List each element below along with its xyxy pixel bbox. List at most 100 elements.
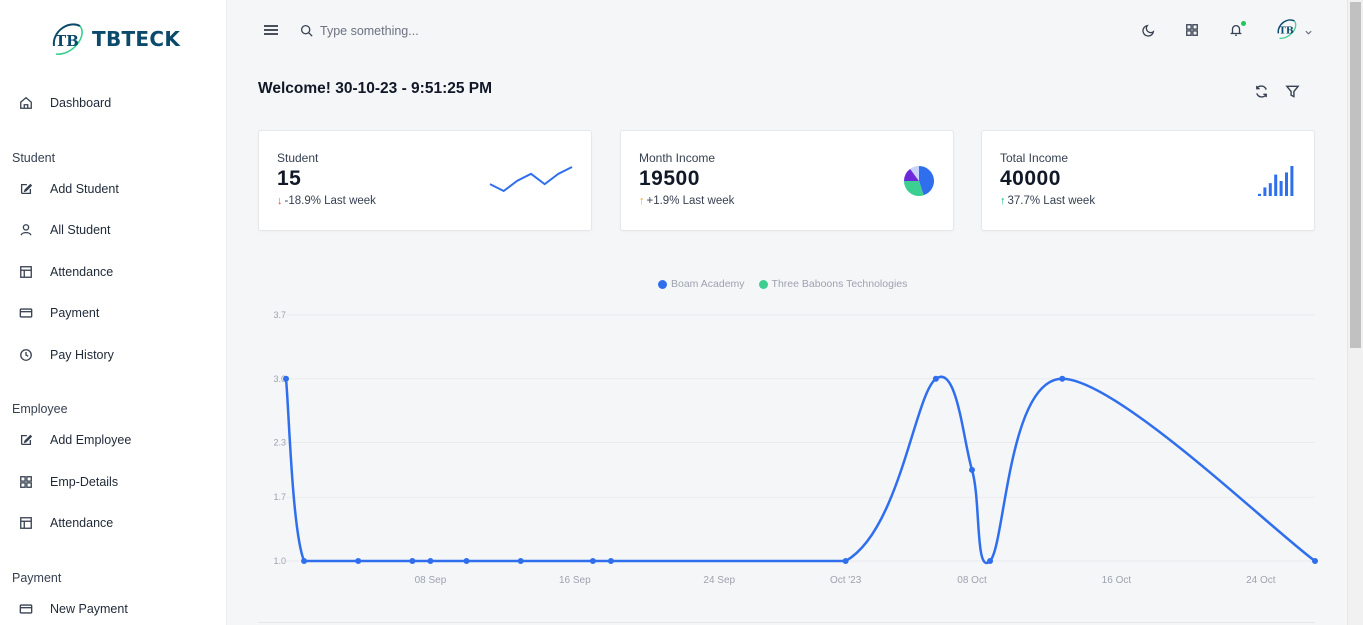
data-point[interactable]: [1059, 375, 1066, 382]
sparkline-path: [489, 166, 573, 193]
clock-icon: [18, 347, 34, 363]
y-tick-label: 3.7: [273, 310, 286, 320]
sidebar-item-new-payment[interactable]: New Payment: [18, 598, 128, 620]
brand-name: TBTECK: [92, 27, 181, 51]
stat-card-student[interactable]: Student 15 ↓ -18.9% Last week: [258, 130, 592, 231]
sidebar-item-add-employee[interactable]: Add Employee: [18, 429, 131, 451]
data-point[interactable]: [589, 558, 596, 564]
layout-icon: [18, 515, 34, 531]
divider: [258, 622, 1315, 623]
spark-bar: [1279, 181, 1283, 196]
x-tick-label: 24 Sep: [703, 575, 735, 586]
legend-item-boam-academy[interactable]: Boam Academy: [658, 278, 745, 290]
sidebar-item-label: Pay History: [50, 348, 114, 362]
card-value: 40000: [1000, 167, 1061, 190]
legend-item-three-baboons[interactable]: Three Baboons Technologies: [758, 278, 908, 290]
arrow-up-icon: ↑: [1000, 195, 1006, 207]
card-value: 19500: [639, 167, 700, 190]
data-point[interactable]: [1312, 558, 1318, 564]
svg-text:TB: TB: [1279, 25, 1294, 36]
brand[interactable]: TB TBTECK: [50, 18, 180, 60]
arrow-up-icon: ↑: [639, 195, 645, 207]
menu-icon[interactable]: [263, 22, 281, 40]
sidebar-item-attendance[interactable]: Attendance: [18, 261, 113, 283]
chart-svg: 1.0 1.7 2.3 3.0 3.7 08 Sep 16 Sep 24 Sep Oct '23…: [273, 310, 1318, 586]
pie-slice: [904, 181, 924, 196]
search-input[interactable]: [320, 20, 580, 42]
data-point[interactable]: [842, 558, 849, 564]
data-point[interactable]: [427, 558, 434, 564]
edit-icon: [18, 181, 34, 197]
pie-slice: [919, 166, 934, 196]
x-tick-label: 16 Sep: [559, 575, 591, 586]
sidebar-item-add-student[interactable]: Add Student: [18, 178, 119, 200]
sidebar-item-emp-attendance[interactable]: Attendance: [18, 512, 113, 534]
arrow-down-icon: ↓: [277, 195, 283, 207]
brand-logo: TB: [50, 18, 86, 60]
moon-icon[interactable]: [1141, 22, 1157, 38]
credit-card-icon: [18, 601, 34, 617]
chart-legend: Boam Academy Three Baboons Technologies: [658, 278, 907, 290]
avatar[interactable]: TB: [1275, 16, 1299, 42]
pie-slice: [910, 166, 919, 181]
apps-grid-icon[interactable]: [1184, 22, 1200, 38]
data-point[interactable]: [463, 558, 470, 564]
sparkline-pie: [904, 166, 934, 196]
data-point[interactable]: [987, 558, 994, 564]
sparkline-bar: [1258, 166, 1294, 196]
sidebar-item-pay-history[interactable]: Pay History: [18, 344, 114, 366]
data-point[interactable]: [517, 558, 524, 564]
legend-dot: [658, 279, 667, 289]
stat-card-total-income[interactable]: Total Income 40000 ↑ 37.7% Last week: [981, 130, 1315, 231]
card-label: Month Income: [639, 151, 716, 165]
legend-label: Boam Academy: [671, 278, 745, 290]
sidebar: TB TBTECK Dashboard Student Add Student …: [0, 0, 227, 625]
spark-bar: [1285, 172, 1288, 196]
x-tick-label: Oct '23: [830, 575, 862, 586]
stat-card-month-income[interactable]: Month Income 19500 ↑ +1.9% Last week: [620, 130, 954, 231]
y-tick-label: 3.0: [273, 374, 286, 384]
sparkline-line: [489, 166, 573, 193]
scrollbar[interactable]: [1347, 0, 1363, 625]
sidebar-item-label: Add Student: [50, 182, 119, 196]
topbar: TB: [228, 0, 1347, 62]
x-tick-label: 08 Oct: [957, 575, 987, 586]
sidebar-item-label: All Student: [50, 223, 111, 237]
sidebar-item-label: Payment: [50, 306, 100, 320]
data-point[interactable]: [355, 558, 362, 564]
notification-dot: [1241, 21, 1246, 26]
sidebar-item-dashboard[interactable]: Dashboard: [18, 92, 111, 114]
section-title-payment: Payment: [12, 571, 62, 585]
scrollbar-thumb[interactable]: [1350, 2, 1361, 348]
y-tick-label: 1.0: [273, 556, 286, 566]
grid-icon: [18, 474, 34, 490]
y-tick-label: 2.3: [273, 438, 286, 448]
sidebar-item-label: Add Employee: [50, 433, 132, 447]
data-point[interactable]: [301, 558, 308, 564]
chevron-down-icon[interactable]: [1304, 24, 1313, 35]
spark-bar: [1263, 187, 1267, 196]
sidebar-item-all-student[interactable]: All Student: [18, 219, 110, 241]
card-label: Total Income: [1000, 151, 1069, 165]
sidebar-item-emp-details[interactable]: Emp-Details: [18, 471, 118, 493]
x-tick-label: 24 Oct: [1246, 575, 1276, 586]
sidebar-item-payment[interactable]: Payment: [18, 302, 99, 324]
data-point[interactable]: [607, 558, 614, 564]
x-tick-label: 08 Sep: [415, 575, 447, 586]
card-trend-text: +1.9% Last week: [646, 195, 735, 207]
refresh-icon[interactable]: [1254, 84, 1270, 100]
card-label: Student: [277, 151, 319, 165]
filter-icon[interactable]: [1285, 84, 1301, 100]
pie-slice: [904, 168, 919, 181]
sidebar-item-label: New Payment: [50, 602, 128, 616]
legend-label: Three Baboons Technologies: [771, 278, 908, 290]
bell-icon[interactable]: [1228, 21, 1246, 38]
data-point[interactable]: [969, 466, 975, 473]
data-point[interactable]: [409, 558, 416, 564]
data-point[interactable]: [283, 375, 289, 382]
section-title-employee: Employee: [12, 402, 68, 416]
card-trend: ↑ +1.9% Last week: [639, 195, 734, 207]
sidebar-item-label: Attendance: [50, 516, 114, 530]
data-point[interactable]: [932, 375, 939, 382]
user-icon: [18, 222, 34, 238]
